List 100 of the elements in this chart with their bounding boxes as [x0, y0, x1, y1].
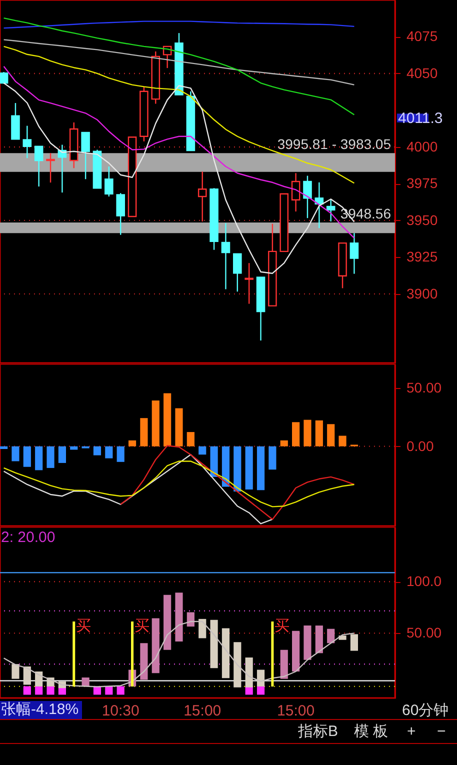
- bar: [245, 657, 253, 688]
- bar: [140, 418, 148, 446]
- x-tick-label: 15:00: [277, 702, 315, 720]
- text: +: [407, 723, 416, 741]
- y-tick-label: 4000: [406, 138, 438, 154]
- candlestick: [116, 192, 125, 236]
- candlestick: [104, 166, 114, 198]
- bar: [292, 630, 300, 672]
- text: 模 板: [354, 723, 388, 741]
- x-tick-label: 10:30: [102, 702, 140, 720]
- y-tick-label: 4075: [406, 28, 438, 44]
- bar: [175, 408, 183, 446]
- candlestick: [244, 262, 254, 304]
- candlestick: [81, 132, 90, 180]
- bar: [35, 446, 43, 470]
- text: 张幅-4.18%: [0, 701, 82, 719]
- candlestick: [350, 232, 359, 274]
- x-tick-label: 15:00: [184, 702, 222, 720]
- y-tick-label: 100.0: [406, 573, 442, 590]
- candlestick: [34, 146, 44, 188]
- y-tick-label: 3900: [406, 285, 438, 302]
- bar: [280, 650, 288, 679]
- line-series: [3, 39, 355, 86]
- bar: [152, 618, 160, 674]
- y-tick-label: 4050: [406, 64, 438, 81]
- bar: [152, 400, 160, 446]
- bar: [46, 686, 54, 695]
- candlestick: [221, 222, 230, 290]
- bar: [222, 628, 230, 678]
- bar: [327, 628, 335, 644]
- bar: [116, 686, 124, 695]
- bar: [105, 446, 113, 458]
- bar: [198, 618, 206, 638]
- bar: [315, 420, 323, 446]
- candlestick: [46, 152, 55, 184]
- bar: [256, 446, 265, 490]
- bar: [234, 642, 242, 688]
- text: −: [437, 723, 446, 741]
- data-label: 买: [76, 618, 91, 635]
- bar: [23, 666, 31, 685]
- bar: [12, 446, 20, 462]
- annotation: 2: 20.00: [1, 529, 56, 546]
- candlestick: [0, 71, 8, 84]
- y-tick-label: 3975: [406, 175, 438, 192]
- bar: [164, 594, 172, 650]
- candlestick: [11, 102, 20, 140]
- bar: [72, 622, 76, 686]
- line-series: [120, 445, 355, 520]
- bar: [140, 643, 148, 680]
- bar: [222, 446, 230, 487]
- bar: [268, 446, 276, 470]
- bar: [234, 446, 242, 492]
- line-series: [3, 454, 274, 524]
- line-series: [3, 17, 355, 116]
- bar: [23, 446, 31, 467]
- bar: [46, 446, 54, 468]
- bar: [292, 422, 300, 446]
- bar: [23, 686, 31, 695]
- bar: [210, 446, 218, 477]
- candlestick: [198, 170, 207, 222]
- bar: [304, 626, 312, 660]
- y-tick-label: 50.00: [406, 380, 442, 396]
- y-tick-label: 0.00: [406, 438, 434, 454]
- bar: [315, 626, 323, 654]
- bar: [93, 446, 102, 456]
- y-tick-label: 50.00: [406, 624, 442, 641]
- line-series: [3, 20, 355, 29]
- y-tick-label: 3950: [406, 212, 438, 228]
- bar: [350, 634, 358, 651]
- data-label: 买: [134, 618, 150, 635]
- bar: [35, 672, 43, 686]
- bar: [186, 612, 194, 627]
- y-tick-label: 3925: [406, 248, 438, 265]
- bar: [116, 446, 124, 462]
- bar: [58, 446, 66, 463]
- bar: [131, 622, 134, 686]
- candlestick: [291, 172, 300, 212]
- bar: [256, 670, 265, 686]
- bar: [304, 420, 312, 446]
- bar: [186, 432, 194, 446]
- line-series: [3, 460, 355, 508]
- bar: [164, 393, 172, 446]
- bar: [327, 424, 335, 446]
- band-label: 3995.81 - 3983.05: [277, 136, 392, 152]
- text: 60分钟: [402, 702, 449, 720]
- bar: [271, 622, 274, 686]
- data-label: 买: [274, 618, 290, 635]
- bar: [12, 664, 20, 679]
- bar: [210, 620, 218, 668]
- bar: [245, 446, 253, 490]
- line-series: [3, 620, 355, 688]
- bar: [198, 446, 206, 455]
- bar: [256, 686, 265, 695]
- bar: [175, 592, 183, 642]
- candlestick: [303, 175, 312, 219]
- candlestick: [22, 125, 32, 159]
- candlestick: [233, 253, 242, 292]
- bar: [0, 446, 8, 450]
- bar: [128, 440, 136, 446]
- bar: [280, 440, 288, 446]
